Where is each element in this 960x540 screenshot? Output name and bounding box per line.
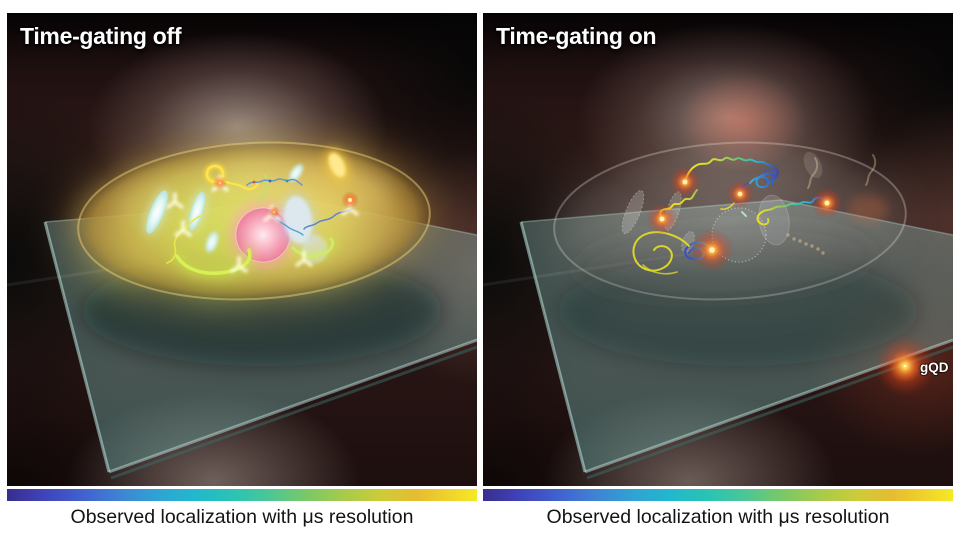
residual-autofluorescence: [786, 154, 877, 255]
quantum-dots-glowing: [646, 166, 888, 272]
panel-time-gating-on: gQD Time-gating on: [483, 13, 953, 486]
panel-title-off: Time-gating off: [20, 23, 182, 49]
trajectory: [632, 231, 690, 272]
trajectory: [749, 172, 776, 189]
gqd-reference-dot: gQD: [875, 336, 950, 396]
trajectory: [684, 156, 779, 186]
caption-on: Observed localization with μs resolution: [546, 506, 890, 528]
colorbar: [483, 489, 953, 501]
panel-time-gating-off: Time-gating off: [7, 13, 477, 486]
cell-contents-fluorescent: [75, 147, 415, 293]
scene-render-on: gQD: [483, 135, 953, 480]
panel-title-on: Time-gating on: [496, 23, 657, 49]
gqd-label: gQD: [920, 360, 949, 375]
scene-render-off: [7, 135, 477, 480]
quantum-dots-dim: [213, 176, 359, 218]
colorbar: [7, 489, 477, 501]
organelle-bright-yellow: [325, 149, 349, 181]
caption-off: Observed localization with μs resolution: [70, 506, 414, 528]
